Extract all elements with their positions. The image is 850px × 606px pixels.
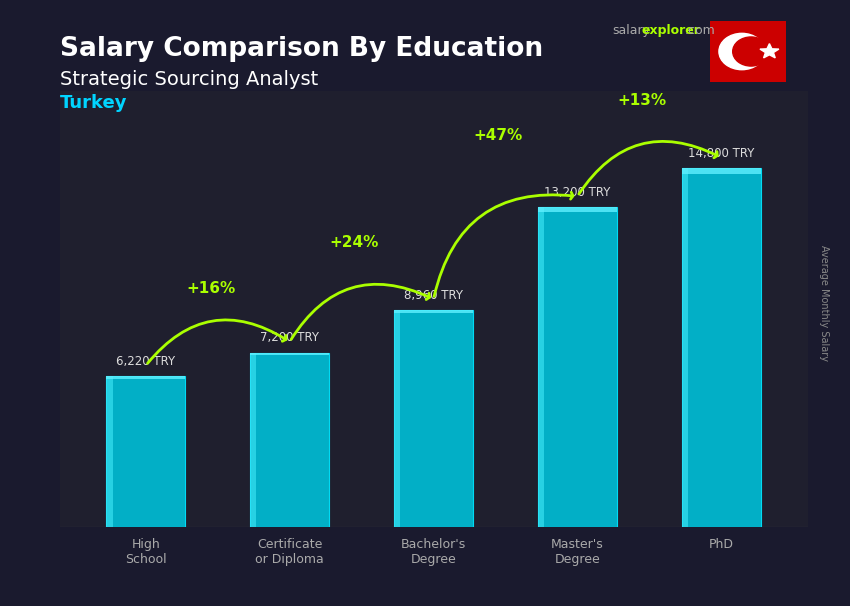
Text: 14,800 TRY: 14,800 TRY: [688, 147, 755, 160]
Bar: [682, 168, 761, 174]
Text: Average Monthly Salary: Average Monthly Salary: [819, 245, 829, 361]
Text: .com: .com: [685, 24, 716, 37]
Polygon shape: [760, 44, 779, 58]
Bar: [538, 207, 617, 527]
Bar: [106, 376, 185, 379]
Text: 7,200 TRY: 7,200 TRY: [260, 331, 319, 344]
Bar: [538, 207, 544, 527]
Bar: [106, 376, 185, 527]
Text: 6,220 TRY: 6,220 TRY: [116, 355, 175, 368]
Text: +24%: +24%: [330, 235, 379, 250]
Bar: [538, 207, 617, 212]
Bar: [250, 353, 329, 527]
Text: +13%: +13%: [617, 93, 666, 108]
Text: explorer: explorer: [642, 24, 700, 37]
Text: salary: salary: [612, 24, 650, 37]
Bar: [394, 310, 473, 313]
Circle shape: [733, 37, 769, 66]
Bar: [106, 376, 112, 527]
Circle shape: [719, 33, 765, 70]
Text: Strategic Sourcing Analyst: Strategic Sourcing Analyst: [60, 70, 318, 88]
Bar: [394, 310, 400, 527]
Text: Salary Comparison By Education: Salary Comparison By Education: [60, 36, 542, 62]
Text: Turkey: Turkey: [60, 94, 127, 112]
Bar: [250, 353, 329, 355]
Bar: [250, 353, 257, 527]
Bar: [394, 310, 473, 527]
Text: 8,960 TRY: 8,960 TRY: [404, 288, 463, 302]
Text: 13,200 TRY: 13,200 TRY: [544, 186, 610, 199]
Bar: [682, 168, 688, 527]
Text: +16%: +16%: [186, 281, 235, 296]
Text: +47%: +47%: [473, 128, 523, 143]
Bar: [682, 168, 761, 527]
